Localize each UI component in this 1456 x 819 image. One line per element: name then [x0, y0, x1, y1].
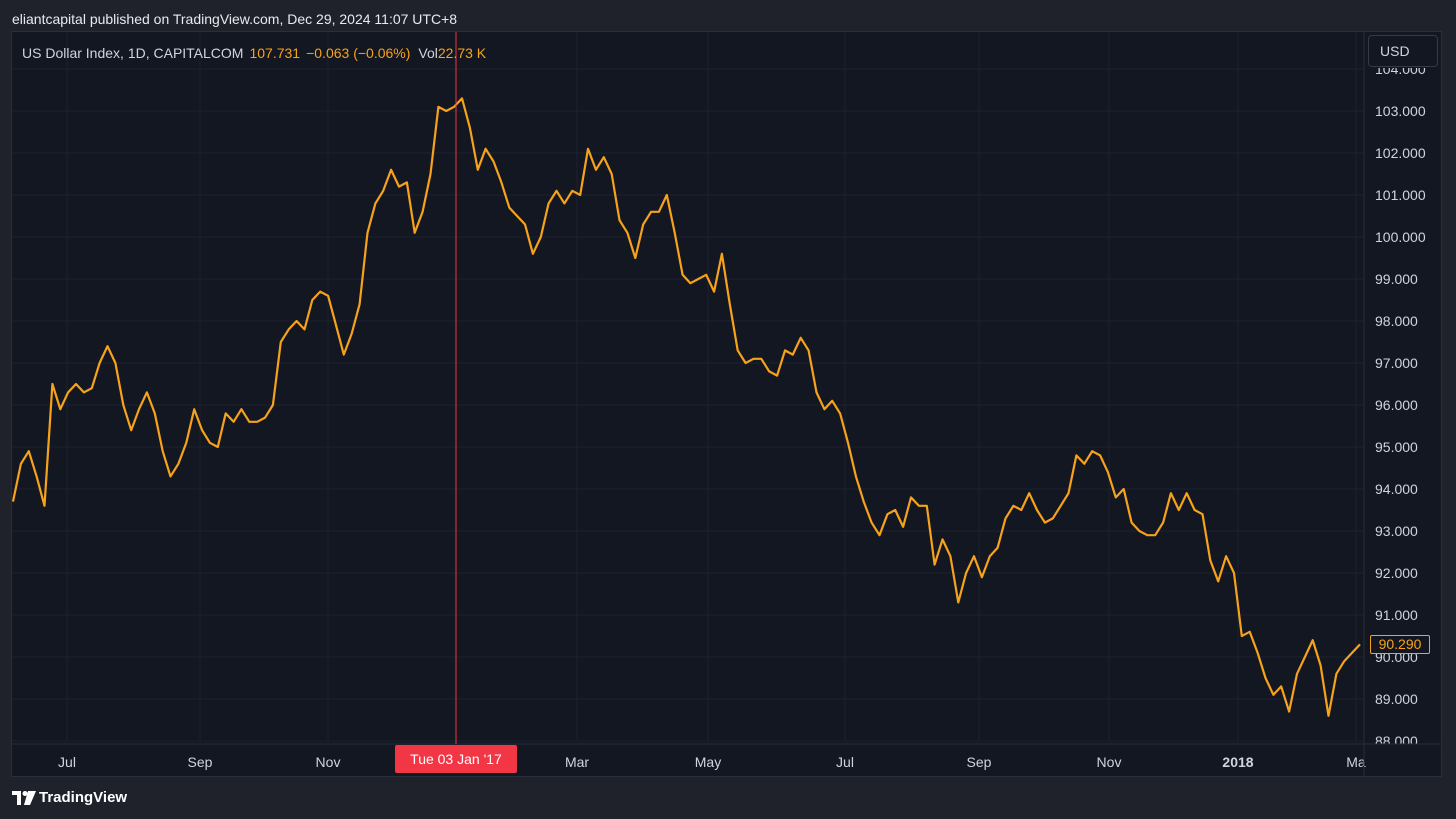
last-price-label: 90.290 — [1370, 635, 1430, 654]
x-axis-label: Nov — [316, 754, 341, 770]
x-axis-label: Jul — [836, 754, 854, 770]
x-axis-label: Nov — [1097, 754, 1122, 770]
x-axis-label: May — [695, 754, 721, 770]
y-axis-label: 101.000 — [1375, 187, 1426, 203]
y-axis-label: 96.000 — [1375, 397, 1418, 413]
last-price: 107.731 — [249, 45, 301, 61]
volume-value: 22.73 K — [437, 45, 487, 61]
y-axis-label: 104.000 — [1375, 61, 1426, 77]
brand-footer[interactable]: TradingView — [12, 789, 127, 806]
publish-info: eliantcapital published on TradingView.c… — [12, 11, 458, 27]
chart-panel[interactable] — [11, 31, 1442, 777]
y-axis-label: 98.000 — [1375, 313, 1418, 329]
x-axis-label: Jul — [58, 754, 76, 770]
y-axis-label: 100.000 — [1375, 229, 1426, 245]
y-axis-label: 93.000 — [1375, 523, 1418, 539]
x-axis-label: Sep — [967, 754, 992, 770]
y-axis-label: 103.000 — [1375, 103, 1426, 119]
volume-label: Vol — [418, 45, 438, 61]
y-axis-label: 88.000 — [1375, 733, 1418, 749]
y-axis-label: 91.000 — [1375, 607, 1418, 623]
x-axis-label: Sep — [188, 754, 213, 770]
symbol-name[interactable]: US Dollar Index, 1D, CAPITALCOM — [22, 45, 244, 61]
price-series-line — [12, 97, 1361, 717]
currency-button[interactable]: USD — [1368, 35, 1438, 67]
tradingview-logo-icon — [12, 790, 36, 805]
brand-name: TradingView — [39, 789, 128, 806]
x-axis-label: Mar — [565, 754, 589, 770]
price-change: −0.063 (−0.06%) — [306, 45, 411, 61]
y-axis-label: 94.000 — [1375, 481, 1418, 497]
y-axis-label: 92.000 — [1375, 565, 1418, 581]
crosshair-date-label: Tue 03 Jan '17 — [395, 745, 517, 773]
y-axis-label: 95.000 — [1375, 439, 1418, 455]
y-axis-label: 99.000 — [1375, 271, 1418, 287]
symbol-legend: US Dollar Index, 1D, CAPITALCOM 107.731 −0… — [22, 45, 486, 61]
y-axis-label: 97.000 — [1375, 355, 1418, 371]
x-axis-label: 2018 — [1222, 754, 1253, 770]
y-axis-label: 102.000 — [1375, 145, 1426, 161]
x-axis-label: Ma — [1346, 754, 1366, 770]
y-axis-label: 89.000 — [1375, 691, 1418, 707]
